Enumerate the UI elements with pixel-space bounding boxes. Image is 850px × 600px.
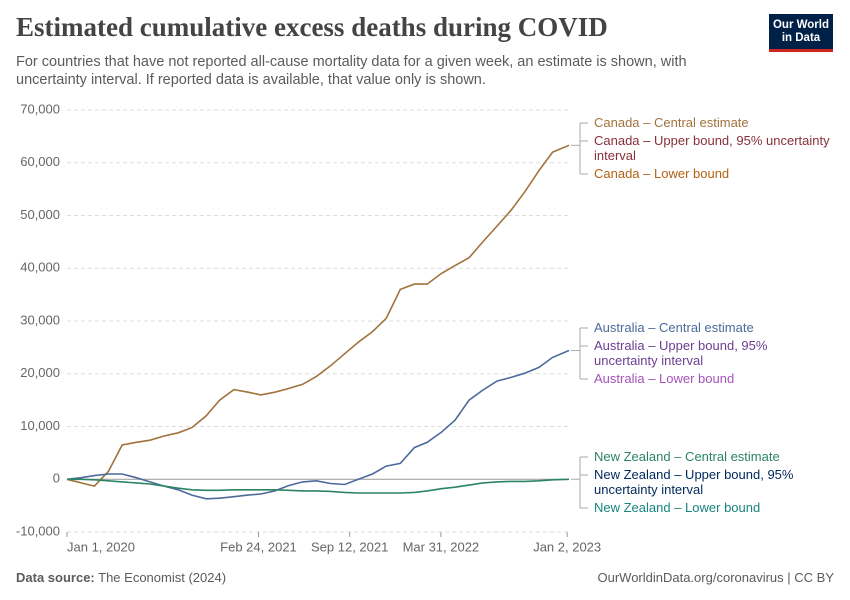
x-tick-label: Jan 2, 2023 <box>533 539 601 554</box>
logo-text: Our World <box>772 19 829 31</box>
legend-entry[interactable]: Australia – Upper bound, 95% uncertainty… <box>594 338 768 368</box>
footer-link[interactable]: OurWorldinData.org/coronavirus | CC BY <box>597 570 834 585</box>
y-tick-label: 70,000 <box>20 101 60 116</box>
source[interactable]: The Economist (2024) <box>98 570 227 585</box>
legend-entry[interactable]: Australia – Central estimate <box>594 320 754 335</box>
legend-entry[interactable]: New Zealand – Lower bound <box>594 500 761 515</box>
series-line <box>66 144 570 487</box>
chart-title: Estimated cumulative excess deaths durin… <box>16 12 608 42</box>
chart-subtitle: For countries that have not reported all… <box>16 54 687 88</box>
x-tick-label: Sep 12, 2021 <box>311 539 388 554</box>
y-tick-label: 0 <box>53 471 60 486</box>
y-tick-label: 30,000 <box>20 312 60 327</box>
legend-entry[interactable]: Australia – Lower bound <box>594 371 735 386</box>
y-tick-label: 60,000 <box>20 154 60 169</box>
footer-source: Data source: The Economist (2024) <box>16 570 226 585</box>
legend-entry[interactable]: Canada – Lower bound <box>594 166 730 181</box>
y-tick-label: 40,000 <box>20 260 60 275</box>
legend-entry[interactable]: New Zealand – Central estimate <box>594 449 780 464</box>
series-line <box>67 478 570 494</box>
logo-text: in Data <box>781 32 821 44</box>
y-tick-label: 10,000 <box>20 418 60 433</box>
source-label: Data source: <box>16 570 95 585</box>
series-line <box>66 349 570 500</box>
y-tick-label: -10,000 <box>16 523 60 538</box>
y-tick-label: 50,000 <box>20 207 60 222</box>
x-tick-label: Feb 24, 2021 <box>220 539 297 554</box>
x-tick-label: Mar 31, 2022 <box>403 539 480 554</box>
legend-entry[interactable]: Canada – Central estimate <box>594 115 749 130</box>
y-tick-label: 20,000 <box>20 365 60 380</box>
x-tick-label: Jan 1, 2020 <box>67 539 135 554</box>
legend-entry[interactable]: New Zealand – Upper bound, 95% uncertain… <box>594 467 794 497</box>
logo[interactable]: Our World in Data <box>769 14 833 52</box>
legend-entry[interactable]: Canada – Upper bound, 95% uncertainty in… <box>594 133 830 163</box>
